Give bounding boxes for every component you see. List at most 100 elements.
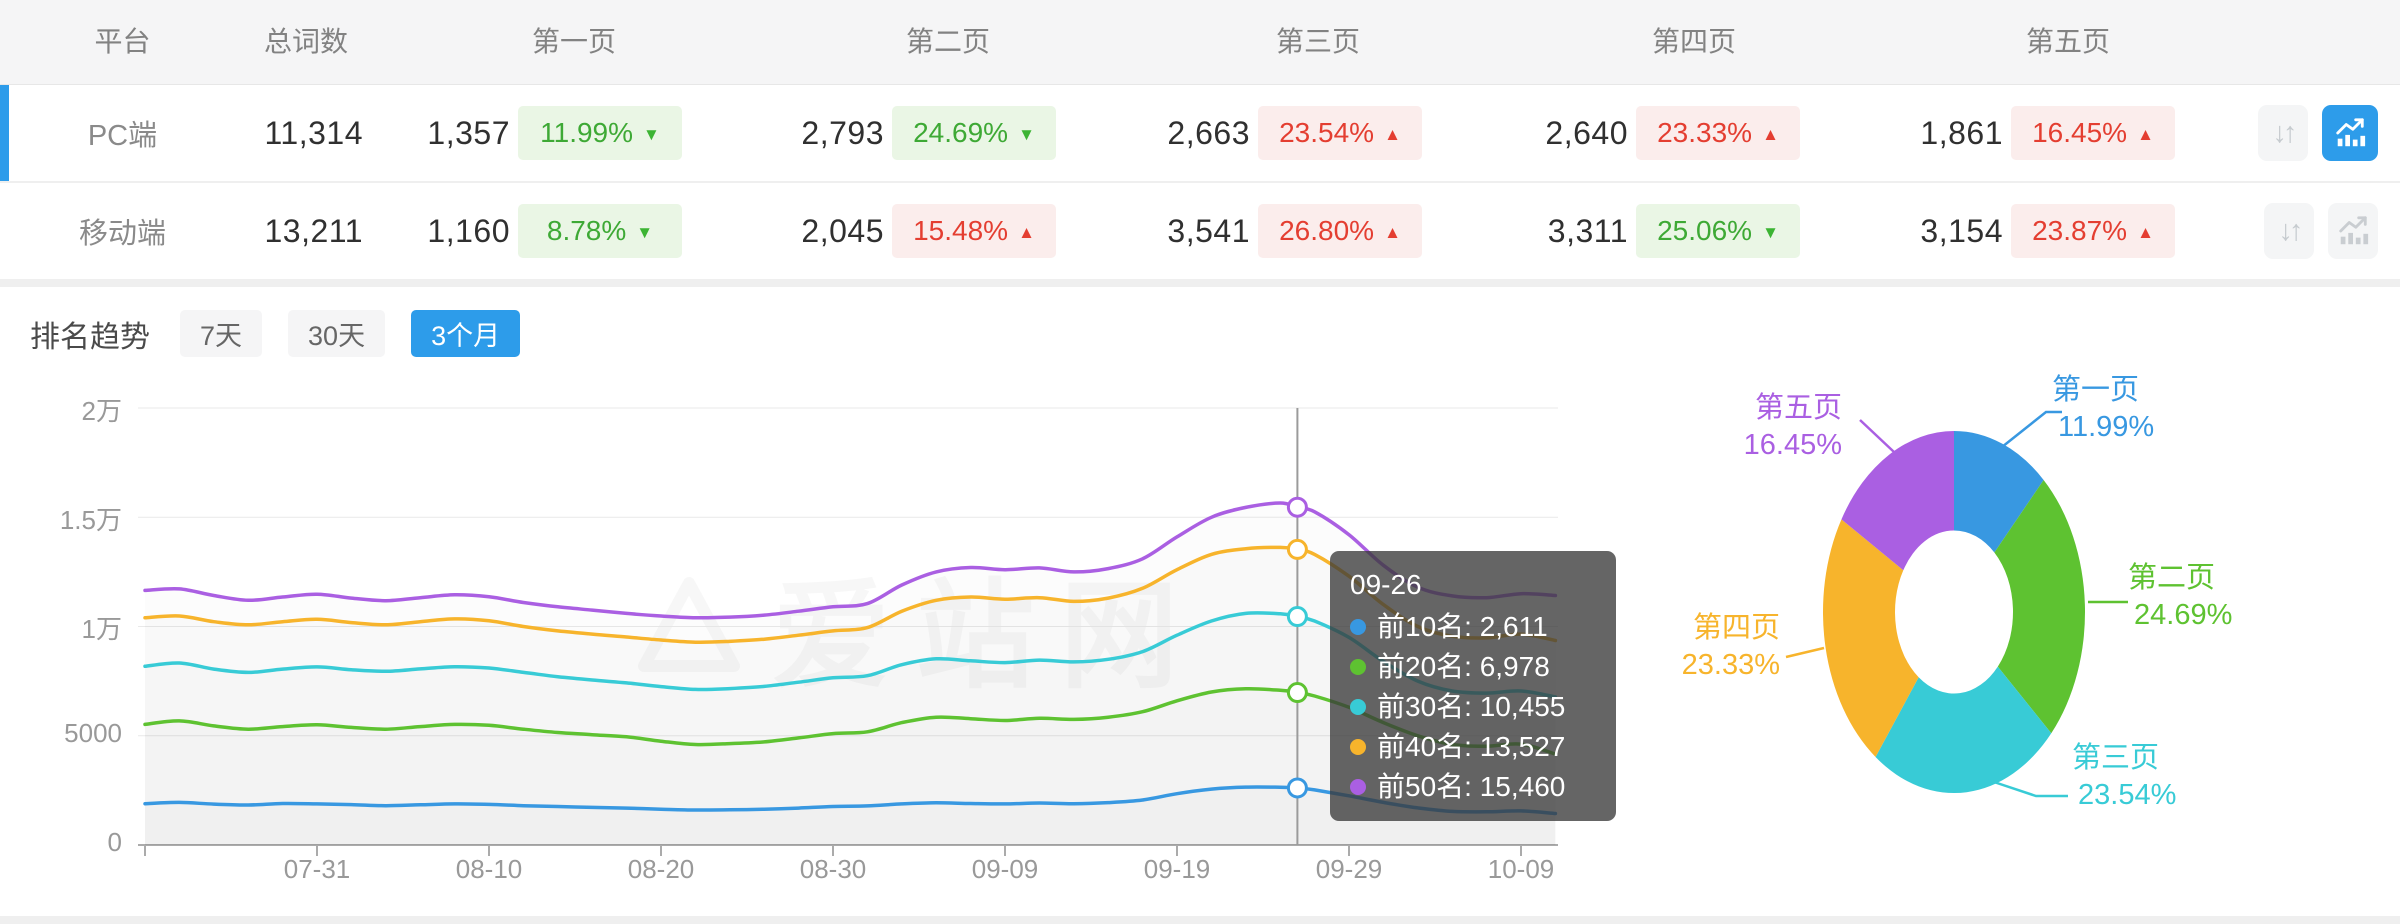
- page5-value: 3,154: [1920, 212, 2003, 249]
- trend-arrow-icon: ▼: [643, 124, 660, 144]
- column-header-total-words: 总词数: [263, 26, 348, 57]
- x-axis-label: 08-10: [455, 854, 523, 884]
- tab-7-days[interactable]: 7天: [180, 310, 263, 357]
- page2-value: 2,045: [801, 212, 884, 249]
- column-header-page5: 第五页: [2025, 26, 2110, 57]
- series-dot-icon: [1350, 659, 1366, 675]
- x-axis-label: 08-20: [627, 854, 695, 884]
- donut-label-page4: 第四页 23.33%: [1681, 612, 1780, 681]
- trend-arrow-icon: ▲: [1384, 124, 1401, 144]
- page2-change-badge: 24.69% ▼: [892, 106, 1056, 160]
- page4-value: 3,311: [1547, 212, 1628, 249]
- show-trend-chart-button[interactable]: [2328, 203, 2378, 259]
- trend-line-chart[interactable]: [0, 288, 2400, 924]
- donut-slice-第三页[interactable]: [1875, 666, 2052, 794]
- y-axis-label: 1.5万: [59, 505, 122, 535]
- page-distribution-donut-chart[interactable]: [1822, 430, 2086, 794]
- hover-marker-前10名: [1286, 777, 1308, 799]
- x-axis-label: 09-19: [1143, 854, 1211, 884]
- donut-label-page1: 第一页 11.99%: [2052, 374, 2155, 443]
- chart-tooltip: 09-26 前10名: 2,611 前20名: 6,978 前30名: 10,455…: [1330, 551, 1616, 821]
- donut-leader-line: [2001, 410, 2062, 448]
- sort-button[interactable]: ↓↑: [2264, 203, 2314, 259]
- page3-value: 3,541: [1167, 212, 1250, 249]
- ranking-summary-table: 平台 总词数 第一页 第二页 第三页 第四页 第五页 PC端 11,314 1,…: [0, 0, 2400, 279]
- tooltip-series-text: 前10名: 2,611: [1377, 611, 1548, 642]
- tooltip-date: 09-26: [1350, 569, 1422, 600]
- sort-arrows-icon: ↓↑: [2278, 214, 2304, 247]
- page3-change-badge: 26.80% ▲: [1258, 204, 1422, 258]
- column-header-page1: 第一页: [531, 26, 616, 57]
- page3-change-badge: 23.54% ▲: [1258, 106, 1422, 160]
- trend-arrow-icon: ▲: [1018, 222, 1035, 242]
- trend-line-前20名: [143, 687, 1558, 756]
- x-axis-label: 07-31: [283, 854, 351, 884]
- series-dot-icon: [1350, 619, 1366, 635]
- y-axis-label: 0: [107, 827, 122, 857]
- y-axis-label: 5000: [64, 718, 122, 748]
- tab-3-months[interactable]: 3个月: [411, 310, 521, 357]
- column-header-page4: 第四页: [1651, 26, 1736, 57]
- donut-leader-line: [1859, 419, 1895, 453]
- trend-period-tabs: 排名趋势 7天 30天 3个月: [30, 310, 521, 357]
- hover-marker-前20名: [1286, 682, 1308, 704]
- trend-section-title: 排名趋势: [30, 320, 150, 354]
- page1-value: 1,357: [427, 114, 510, 151]
- y-axis-label: 2万: [81, 396, 122, 426]
- donut-slice-第二页[interactable]: [1994, 479, 2086, 734]
- trend-line-前40名: [143, 545, 1558, 645]
- tooltip-series-row: 前30名: 10,455: [1350, 687, 1596, 727]
- page5-value: 1,861: [1920, 114, 2003, 151]
- tooltip-series-row: 前40名: 13,527: [1350, 727, 1596, 767]
- series-dot-icon: [1350, 699, 1366, 715]
- x-axis-label: 09-09: [971, 854, 1039, 884]
- sort-arrows-icon: ↓↑: [2272, 116, 2298, 149]
- column-header-page3: 第三页: [1275, 26, 1360, 57]
- page3-value: 2,663: [1167, 114, 1250, 151]
- tooltip-series-row: 前50名: 15,460: [1350, 767, 1596, 807]
- page4-change-badge: 23.33% ▲: [1636, 106, 1800, 160]
- page2-change-badge: 15.48% ▲: [892, 204, 1056, 258]
- show-trend-chart-button[interactable]: [2322, 105, 2378, 161]
- table-row-mobile[interactable]: 移动端 13,211 1,160 8.78% ▼ 2,045 15.48% ▲ 3,…: [0, 181, 2400, 279]
- platform-label: 移动端: [78, 218, 166, 250]
- page4-change-badge: 25.06% ▼: [1636, 204, 1800, 258]
- trend-line-前10名: [143, 785, 1558, 816]
- donut-slice-第五页[interactable]: [1841, 430, 1954, 571]
- tooltip-series-text: 前50名: 15,460: [1377, 771, 1566, 802]
- y-axis-label: 1万: [81, 614, 122, 644]
- tooltip-series-text: 前30名: 10,455: [1377, 691, 1566, 722]
- x-axis-label: 08-30: [799, 854, 867, 884]
- trend-line-前50名: [143, 501, 1558, 620]
- total-words-value: 11,314: [264, 114, 363, 151]
- donut-label-page5: 第五页 16.45%: [1743, 392, 1842, 461]
- donut-leader-line: [1785, 646, 1825, 659]
- page2-value: 2,793: [801, 114, 884, 151]
- series-dot-icon: [1350, 739, 1366, 755]
- series-dot-icon: [1350, 779, 1366, 795]
- tooltip-series-row: 前20名: 6,978: [1350, 647, 1596, 687]
- tooltip-series-text: 前20名: 6,978: [1377, 651, 1550, 682]
- page1-change-badge: 11.99% ▼: [518, 106, 682, 160]
- x-axis-label: 10-09: [1487, 854, 1555, 884]
- x-axis-label: 09-29: [1315, 854, 1383, 884]
- hover-marker-前30名: [1286, 606, 1308, 628]
- column-header-page2: 第二页: [905, 26, 990, 57]
- trend-arrow-icon: ▼: [1018, 124, 1035, 144]
- trend-arrow-icon: ▲: [1762, 124, 1779, 144]
- donut-leader-line: [1987, 778, 2068, 798]
- trend-arrow-icon: ▼: [636, 222, 654, 242]
- trend-line-前30名: [143, 611, 1558, 699]
- page1-value: 1,160: [427, 212, 510, 249]
- tab-30-days[interactable]: 30天: [288, 310, 386, 357]
- tooltip-series-text: 前40名: 13,527: [1377, 731, 1566, 762]
- trend-arrow-icon: ▲: [1384, 222, 1401, 242]
- page5-change-badge: 16.45% ▲: [2011, 106, 2175, 160]
- sort-button[interactable]: ↓↑: [2258, 105, 2308, 161]
- donut-slice-第四页[interactable]: [1822, 519, 1919, 757]
- page5-change-badge: 23.87% ▲: [2011, 204, 2175, 258]
- table-row-pc[interactable]: PC端 11,314 1,357 11.99% ▼ 2,793 24.69% ▼ 2…: [0, 85, 2400, 181]
- donut-slice-第一页[interactable]: [1954, 430, 2044, 553]
- trend-arrow-icon: ▲: [2137, 222, 2154, 242]
- page1-change-badge: 8.78% ▼: [518, 204, 682, 258]
